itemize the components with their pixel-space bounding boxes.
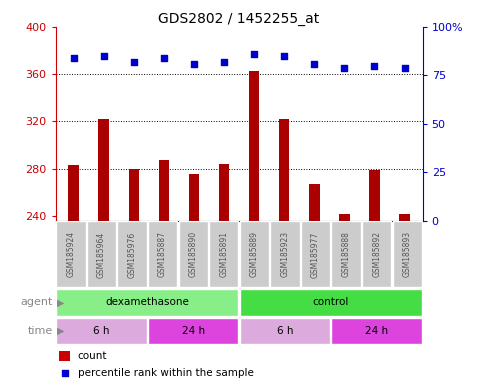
Bar	[309, 184, 320, 221]
Text: 24 h: 24 h	[365, 326, 388, 336]
Point	[160, 55, 168, 61]
Bar	[240, 222, 269, 287]
Text: GSM185977: GSM185977	[311, 231, 320, 278]
Bar	[331, 318, 422, 344]
Bar	[219, 164, 229, 221]
Bar	[179, 222, 208, 287]
Text: GSM185888: GSM185888	[341, 232, 351, 277]
Bar	[209, 222, 239, 287]
Text: GSM185923: GSM185923	[281, 231, 289, 278]
Text: GSM185924: GSM185924	[66, 231, 75, 278]
Text: ▶: ▶	[57, 297, 64, 308]
Text: GSM185887: GSM185887	[158, 232, 167, 277]
Text: GSM185892: GSM185892	[372, 232, 381, 277]
Bar	[339, 214, 350, 221]
Bar	[331, 222, 361, 287]
Point	[311, 61, 318, 67]
Text: ▶: ▶	[57, 326, 64, 336]
Bar	[68, 165, 79, 221]
Text: GSM185891: GSM185891	[219, 232, 228, 277]
Bar	[393, 222, 422, 287]
Point	[100, 53, 108, 59]
Bar	[56, 289, 239, 316]
Point	[370, 63, 378, 69]
Point	[341, 65, 348, 71]
Point	[401, 65, 409, 71]
Bar	[399, 214, 410, 221]
Text: 6 h: 6 h	[93, 326, 110, 336]
Bar	[56, 318, 147, 344]
Bar	[87, 222, 116, 287]
Title: GDS2802 / 1452255_at: GDS2802 / 1452255_at	[158, 12, 320, 26]
Text: time: time	[28, 326, 53, 336]
Bar	[240, 289, 422, 316]
Text: GSM185964: GSM185964	[97, 231, 106, 278]
Point	[220, 59, 228, 65]
Point	[250, 51, 258, 57]
Point	[70, 55, 77, 61]
Bar	[362, 222, 391, 287]
Bar	[301, 222, 330, 287]
Point	[280, 53, 288, 59]
Bar	[148, 318, 239, 344]
Bar	[56, 222, 85, 287]
Text: control: control	[313, 297, 349, 308]
Text: 6 h: 6 h	[277, 326, 293, 336]
Bar	[158, 161, 169, 221]
Text: dexamethasone: dexamethasone	[105, 297, 189, 308]
Bar	[270, 222, 299, 287]
Text: GSM185893: GSM185893	[403, 231, 412, 278]
Text: count: count	[78, 351, 107, 361]
Bar	[117, 222, 147, 287]
Bar	[148, 222, 177, 287]
Bar	[189, 174, 199, 221]
Bar	[240, 318, 330, 344]
Bar	[249, 71, 259, 221]
Bar	[369, 170, 380, 221]
Point	[190, 61, 198, 67]
Point	[130, 59, 138, 65]
Text: percentile rank within the sample: percentile rank within the sample	[78, 368, 254, 378]
Bar	[279, 119, 289, 221]
Bar	[99, 119, 109, 221]
Bar	[128, 169, 139, 221]
Point	[61, 370, 69, 376]
Text: 24 h: 24 h	[182, 326, 205, 336]
Text: GSM185890: GSM185890	[189, 231, 198, 278]
Bar	[59, 351, 70, 361]
Text: agent: agent	[21, 297, 53, 308]
Text: GSM185889: GSM185889	[250, 232, 259, 277]
Text: GSM185976: GSM185976	[128, 231, 137, 278]
